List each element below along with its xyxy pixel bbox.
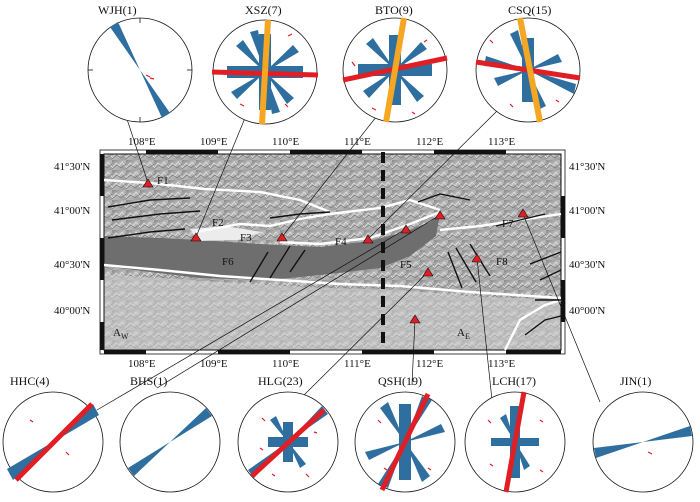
lon-label: 112°E <box>416 136 443 148</box>
lat-label: 41°00'N <box>569 205 605 217</box>
lat-label: 41°00'N <box>54 205 90 217</box>
rose-wjh: WJH(1) <box>87 3 193 123</box>
lon-label: 110°E <box>272 136 299 148</box>
station-triangle-hlg <box>422 267 434 277</box>
rose-hlg: HLG(23) <box>237 374 339 493</box>
lon-label: 108°E <box>128 136 156 148</box>
rose-title-bto: BTO(9) <box>375 3 413 17</box>
lat-label: 40°30'N <box>569 259 605 271</box>
station-triangle-wjh <box>142 178 154 188</box>
rose-bto: BTO(9) <box>342 3 448 123</box>
block-label-east: AE <box>457 327 470 341</box>
lat-label: 40°00'N <box>54 305 90 317</box>
station-triangle-lch <box>471 253 483 263</box>
rose-xsz: XSZ(7) <box>211 3 319 125</box>
fault-label-f3: F3 <box>240 232 252 244</box>
southern-plateau <box>104 274 561 350</box>
lat-label: 41°30'N <box>54 161 90 173</box>
map-panel: F1 F2 F3 F4 F5 F6 F7 F8 AW AE 108°E 109°… <box>54 136 605 370</box>
rose-title-csq: CSQ(15) <box>508 3 551 17</box>
station-triangle-csq <box>362 234 374 244</box>
rose-hhc: HHC(4) <box>2 374 104 493</box>
lat-label: 40°00'N <box>569 305 605 317</box>
fault-labels: F1 F2 F3 F4 F5 F6 F7 F8 <box>157 175 514 271</box>
rose-qsh: QSH(19) <box>354 374 456 493</box>
rose-title-bhs: BHS(1) <box>130 374 167 388</box>
station-markers <box>142 178 529 324</box>
lon-label: 108°E <box>128 358 156 370</box>
rose-jin: JIN(1) <box>592 374 694 493</box>
lon-label: 109°E <box>200 136 228 148</box>
fault-label-f1: F1 <box>157 175 169 187</box>
rose-title-hhc: HHC(4) <box>10 374 49 388</box>
lon-label: 109°E <box>200 358 228 370</box>
rose-csq: CSQ(15) <box>475 3 581 123</box>
leader-lines <box>96 109 601 411</box>
lon-label: 113°E <box>488 136 515 148</box>
rose-title-lch: LCH(17) <box>492 374 536 388</box>
lat-label: 40°30'N <box>54 259 90 271</box>
lon-label: 111°E <box>344 136 371 148</box>
fault-label-f2: F2 <box>212 217 224 229</box>
lon-label: 112°E <box>416 358 443 370</box>
lon-labels-top: 108°E 109°E 110°E 111°E 112°E 113°E <box>128 136 515 148</box>
station-triangle-qsh <box>409 314 421 324</box>
lon-label: 110°E <box>272 358 299 370</box>
fault-label-f5: F5 <box>400 259 412 271</box>
rose-title-jin: JIN(1) <box>620 374 651 388</box>
station-triangle-hhc <box>400 224 412 234</box>
station-triangle-xsz <box>190 232 202 242</box>
lon-labels-bottom: 108°E 109°E 110°E 111°E 112°E 113°E <box>128 358 515 370</box>
basin-lowland <box>104 214 440 280</box>
rose-title-wjh: WJH(1) <box>98 3 137 17</box>
rose-bhs: BHS(1) <box>119 374 221 493</box>
block-label-west: AW <box>113 327 129 341</box>
lat-labels-right: 41°30'N 41°00'N 40°30'N 40°00'N <box>569 161 605 317</box>
lat-label: 41°30'N <box>569 161 605 173</box>
station-triangle-bhs <box>434 210 446 220</box>
rose-title-xsz: XSZ(7) <box>245 3 282 17</box>
lon-label: 111°E <box>344 358 371 370</box>
lon-label: 113°E <box>488 358 515 370</box>
fault-label-f8: F8 <box>496 256 508 268</box>
fault-label-f4: F4 <box>335 236 347 248</box>
rose-title-hlg: HLG(23) <box>258 374 303 388</box>
rose-lch: LCH(17) <box>464 374 566 493</box>
fault-label-f6: F6 <box>222 256 234 268</box>
station-triangle-bto <box>276 232 288 242</box>
station-triangle-jin <box>517 208 529 218</box>
fault-label-f7: F7 <box>502 218 514 230</box>
lat-labels-left: 41°30'N 41°00'N 40°30'N 40°00'N <box>54 161 90 317</box>
map-border-scale <box>100 150 565 354</box>
rose-title-qsh: QSH(19) <box>378 374 422 388</box>
